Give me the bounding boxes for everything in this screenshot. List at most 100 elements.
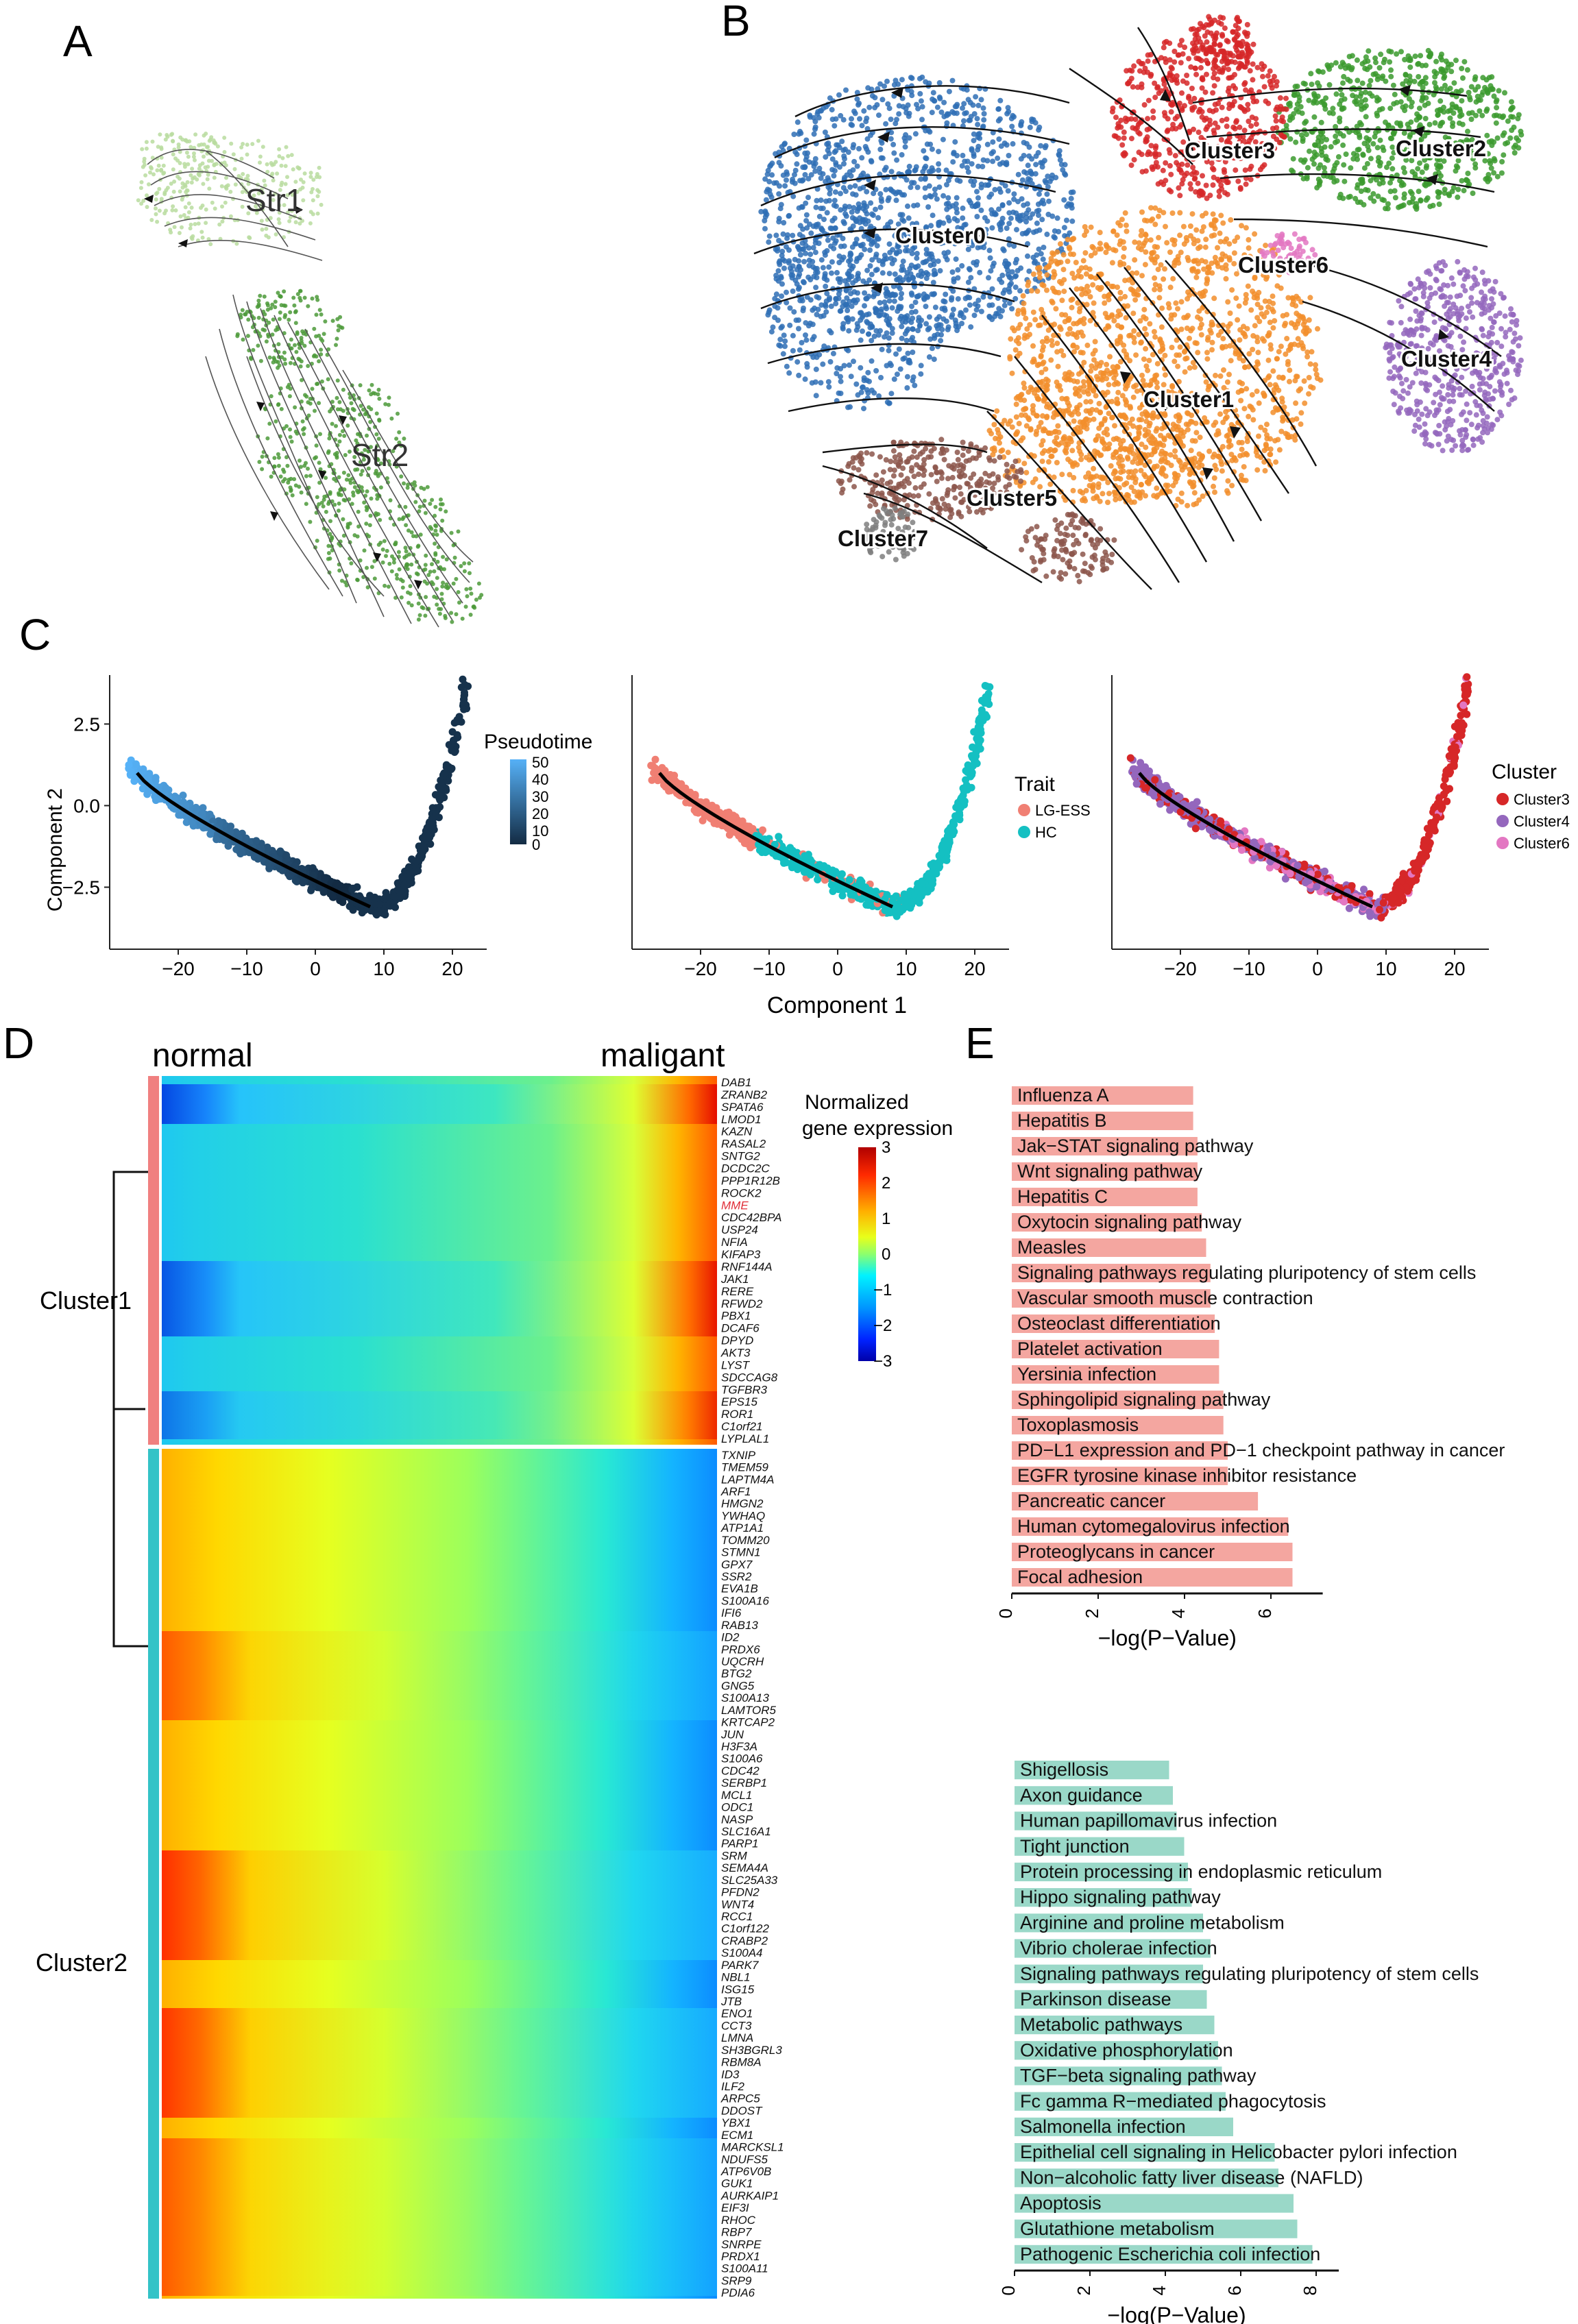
cluster2-cell bbox=[1374, 112, 1381, 119]
cluster0-cell bbox=[856, 146, 862, 151]
cluster1-cell bbox=[1263, 443, 1269, 448]
cluster1-cell bbox=[1266, 373, 1272, 379]
cluster0-cell bbox=[786, 370, 792, 376]
cluster1-cell bbox=[1167, 284, 1174, 291]
str2-cell bbox=[449, 611, 454, 615]
str2-cell bbox=[362, 548, 367, 553]
cluster0-cell bbox=[850, 263, 856, 269]
cluster1-cell bbox=[1154, 380, 1160, 386]
cluster0-cell bbox=[781, 332, 787, 339]
cluster1-cell bbox=[1117, 454, 1124, 459]
cluster0-cell bbox=[905, 326, 911, 332]
cluster1-cell bbox=[1040, 438, 1046, 444]
cluster1-cell bbox=[1030, 403, 1036, 409]
str1-cell bbox=[207, 186, 212, 191]
cluster0-cell bbox=[1041, 245, 1047, 250]
cluster0-cell bbox=[921, 148, 927, 154]
str2-cell bbox=[387, 561, 392, 566]
cluster0-cell bbox=[806, 257, 812, 263]
cluster0-cell bbox=[997, 189, 1004, 195]
cluster1-cell bbox=[1236, 303, 1242, 309]
str2-cell bbox=[298, 364, 303, 369]
str1-cell bbox=[147, 182, 151, 186]
cluster2-cell bbox=[1388, 67, 1394, 73]
str2-cell bbox=[338, 315, 343, 319]
cluster1-cell bbox=[1054, 349, 1060, 355]
cluster1-cell bbox=[1035, 265, 1041, 271]
str1-cell bbox=[245, 143, 250, 147]
str2-cell bbox=[387, 395, 391, 400]
str2-cell bbox=[337, 509, 341, 513]
cluster0-cell bbox=[864, 387, 870, 393]
cluster1-cell bbox=[1250, 417, 1257, 423]
cluster0-cell bbox=[891, 150, 897, 156]
cluster2-cell bbox=[1333, 91, 1339, 97]
cluster1-cell bbox=[1065, 331, 1071, 337]
cluster1-cell bbox=[1233, 295, 1239, 302]
str1-cell bbox=[207, 138, 212, 143]
cluster1-cell bbox=[1120, 468, 1126, 474]
str2-cell bbox=[302, 432, 306, 437]
str1-cell bbox=[262, 178, 267, 183]
str2-cell bbox=[312, 326, 317, 331]
cluster0-cell bbox=[877, 147, 884, 152]
cluster0-cell bbox=[869, 93, 875, 99]
cluster0-cell bbox=[978, 181, 984, 187]
cluster0-cell bbox=[903, 337, 910, 343]
cluster1-cell bbox=[1080, 490, 1086, 496]
cluster1-cell bbox=[1193, 274, 1200, 280]
str1-cell bbox=[208, 242, 213, 247]
str2-cell bbox=[439, 497, 443, 502]
cluster0-cell bbox=[803, 337, 810, 343]
str1-cell bbox=[151, 172, 156, 177]
str1-cell bbox=[209, 135, 214, 140]
cluster1-cell bbox=[1091, 465, 1097, 472]
cluster1-cell bbox=[1149, 257, 1155, 263]
cluster0-cell bbox=[1019, 177, 1025, 183]
cluster2-cell bbox=[1457, 106, 1463, 112]
str2-cell bbox=[400, 585, 405, 590]
cluster2-cell bbox=[1418, 53, 1424, 59]
cluster1-cell bbox=[1248, 307, 1254, 313]
str2-cell bbox=[407, 552, 411, 556]
str2-cell bbox=[276, 463, 281, 468]
cluster2-cell bbox=[1472, 76, 1478, 82]
cluster0-cell bbox=[790, 332, 796, 339]
cluster0-cell bbox=[1010, 112, 1016, 119]
cluster2-cell bbox=[1449, 105, 1455, 110]
cluster0-cell bbox=[999, 308, 1005, 314]
cluster1-cell bbox=[1198, 316, 1204, 322]
cluster0-cell bbox=[986, 314, 993, 320]
str1-cell bbox=[284, 145, 289, 149]
cluster2-cell bbox=[1422, 102, 1428, 108]
cluster0-cell bbox=[899, 323, 905, 330]
cluster1-cell bbox=[1294, 374, 1300, 380]
cluster0-cell bbox=[961, 118, 967, 124]
cluster1-cell bbox=[1097, 498, 1103, 504]
cluster1-cell bbox=[1020, 293, 1026, 299]
cluster1-cell bbox=[1244, 452, 1250, 458]
cluster2-cell bbox=[1293, 139, 1299, 145]
str1-cell bbox=[139, 180, 144, 184]
cluster2-cell bbox=[1307, 148, 1312, 154]
cluster1-cell bbox=[1128, 286, 1134, 292]
str2-cell bbox=[334, 424, 338, 428]
cluster1-cell bbox=[1145, 367, 1151, 374]
str1-cell bbox=[217, 222, 222, 227]
cluster0-cell bbox=[1046, 198, 1052, 204]
cluster1-cell bbox=[1239, 380, 1246, 387]
cluster0-cell bbox=[996, 136, 1002, 142]
str2-cell bbox=[371, 391, 376, 395]
str1-cell bbox=[178, 161, 182, 165]
str1-cell bbox=[185, 180, 190, 184]
cluster1-cell bbox=[1039, 347, 1045, 354]
str1-cell bbox=[274, 232, 278, 236]
cluster1-cell bbox=[1114, 400, 1120, 406]
cluster1-cell bbox=[1034, 363, 1041, 369]
cluster0-cell bbox=[796, 205, 802, 211]
str1-cell bbox=[315, 188, 320, 193]
cluster1-cell bbox=[1315, 326, 1320, 332]
cluster1-cell bbox=[1252, 323, 1258, 329]
cluster0-cell bbox=[985, 182, 991, 188]
cluster0-cell bbox=[1053, 175, 1059, 181]
